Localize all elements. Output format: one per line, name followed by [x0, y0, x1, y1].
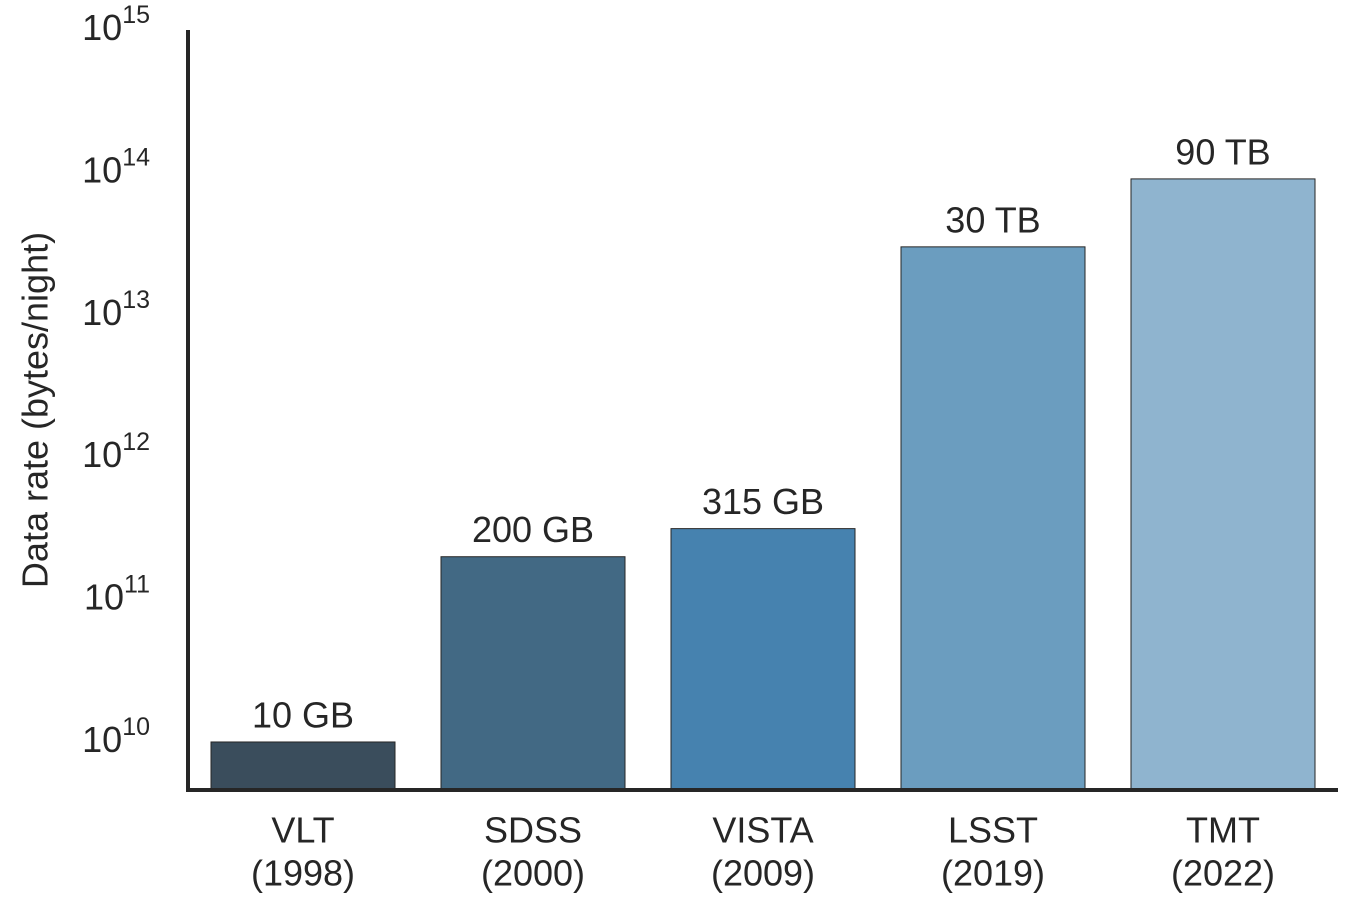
y-tick-base: 10 [82, 434, 122, 475]
x-tick-label: (2019) [941, 853, 1045, 894]
y-tick-exponent: 12 [122, 428, 150, 456]
y-tick-exponent: 14 [122, 143, 150, 171]
bar [670, 528, 856, 791]
value-label: 200 GB [472, 509, 594, 550]
y-tick-base: 10 [84, 576, 124, 617]
bar [440, 556, 626, 791]
y-tick-exponent: 11 [124, 570, 150, 598]
y-tick-base: 10 [82, 291, 122, 332]
y-tick-label: 1015 [82, 1, 150, 48]
value-label: 30 TB [945, 199, 1040, 240]
x-tick-label: (2022) [1171, 853, 1275, 894]
y-tick-exponent: 13 [122, 285, 150, 313]
x-tick-label: (2000) [481, 853, 585, 894]
bar [900, 246, 1086, 791]
y-tick-label: 1010 [82, 713, 150, 760]
y-tick-base: 10 [82, 718, 122, 759]
y-tick-label: 1013 [82, 285, 150, 332]
y-axis-label: Data rate (bytes/night) [15, 232, 56, 588]
y-tick-base: 10 [82, 149, 122, 190]
y-tick-label: 1011 [84, 570, 150, 617]
y-tick-base: 10 [82, 7, 122, 48]
x-tick-label: (2009) [711, 853, 815, 894]
y-tick-label: 1012 [82, 428, 150, 475]
y-tick-label: 1014 [82, 143, 150, 190]
x-tick-label: VLT [271, 810, 334, 851]
bar [210, 741, 396, 791]
x-tick-label: TMT [1186, 810, 1260, 851]
x-tick-label: VISTA [712, 810, 813, 851]
x-tick-label: SDSS [484, 810, 582, 851]
bar [1130, 178, 1316, 791]
y-tick-exponent: 15 [122, 1, 150, 29]
value-label: 10 GB [252, 694, 354, 735]
value-label: 315 GB [702, 481, 824, 522]
x-tick-label: LSST [948, 810, 1038, 851]
y-tick-exponent: 10 [122, 713, 150, 741]
x-tick-label: (1998) [251, 853, 355, 894]
value-label: 90 TB [1175, 131, 1270, 172]
